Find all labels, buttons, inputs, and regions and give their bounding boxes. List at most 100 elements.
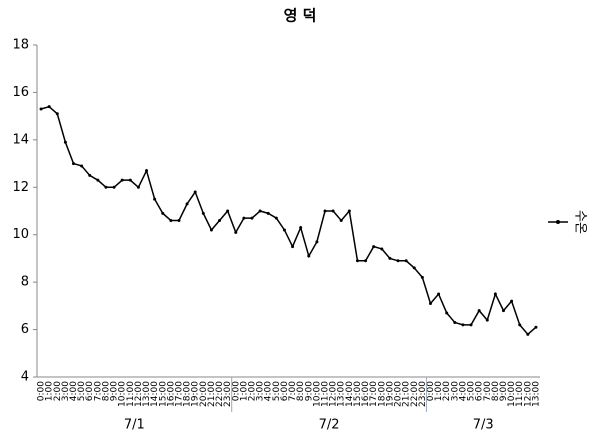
point [282, 228, 286, 232]
point [242, 216, 246, 220]
x-tick-label: 19:00 [385, 381, 395, 407]
point [266, 211, 270, 215]
x-tick-label: 6:00 [280, 381, 290, 401]
point [55, 112, 59, 116]
point [339, 218, 343, 222]
point [88, 173, 92, 177]
x-tick-label: 3:00 [61, 381, 71, 401]
point [258, 209, 262, 213]
x-tick-label: 3:00 [256, 381, 266, 401]
x-tick-label: 20:00 [394, 381, 404, 407]
x-tick-label: 23:00 [418, 381, 428, 407]
x-tick-label: 13:00 [142, 381, 152, 407]
x-tick-label: 2:00 [247, 381, 257, 401]
point [445, 311, 449, 315]
x-tick-label: 7:00 [483, 381, 493, 401]
x-tick-label: 4:00 [264, 381, 274, 401]
x-tick-label: 14:00 [345, 381, 355, 407]
x-tick-label: 13:00 [531, 381, 541, 407]
x-tick-label: 10:00 [312, 381, 322, 407]
y-tick-label: 6 [21, 322, 29, 337]
point [128, 178, 132, 182]
point [380, 247, 384, 251]
point [428, 301, 432, 305]
point [177, 218, 181, 222]
point [145, 169, 149, 173]
x-tick-label: 9:00 [110, 381, 120, 401]
x-tick-label: 8:00 [296, 381, 306, 401]
point [493, 292, 497, 296]
point [453, 320, 457, 324]
y-tick-label: 16 [12, 85, 29, 100]
point [388, 256, 392, 260]
x-tick-label: 15:00 [353, 381, 363, 407]
point [299, 226, 303, 230]
point [396, 259, 400, 263]
y-tick-label: 14 [12, 132, 29, 147]
point [461, 323, 465, 327]
x-tick-label: 6:00 [475, 381, 485, 401]
point [47, 105, 51, 109]
point [218, 218, 222, 222]
legend-label: 수온 [573, 210, 588, 234]
x-tick-label: 4:00 [69, 381, 79, 401]
x-tick-label: 8:00 [491, 381, 501, 401]
point [477, 309, 481, 313]
group-label: 7/2 [319, 418, 340, 433]
x-tick-label: 17:00 [369, 381, 379, 407]
point [136, 185, 140, 189]
point [331, 209, 335, 213]
x-tick-label: 20:00 [199, 381, 209, 407]
x-tick-label: 5:00 [467, 381, 477, 401]
y-tick-label: 4 [21, 370, 29, 385]
x-tick-label: 14:00 [150, 381, 160, 407]
point [501, 309, 505, 313]
x-tick-label: 21:00 [402, 381, 412, 407]
point [185, 202, 189, 206]
point [193, 190, 197, 194]
point [120, 178, 124, 182]
point [201, 211, 205, 215]
point [323, 209, 327, 213]
x-tick-label: 1:00 [239, 381, 249, 401]
point [274, 216, 278, 220]
point [250, 216, 254, 220]
point [291, 245, 295, 249]
point [526, 332, 530, 336]
point [112, 185, 116, 189]
chart-title: 영 덕 [284, 7, 317, 25]
point [96, 178, 100, 182]
x-tick-label: 22:00 [215, 381, 225, 407]
x-tick-label: 12:00 [329, 381, 339, 407]
point [63, 140, 67, 144]
point [437, 292, 441, 296]
x-tick-label: 4:00 [458, 381, 468, 401]
x-tick-label: 10:00 [118, 381, 128, 407]
point [469, 323, 473, 327]
x-tick-label: 18:00 [183, 381, 193, 407]
group-label: 7/3 [473, 418, 494, 433]
y-tick-label: 12 [12, 180, 29, 195]
x-tick-label: 23:00 [223, 381, 233, 407]
point [153, 197, 157, 201]
point [39, 107, 43, 111]
point [226, 209, 230, 213]
point [404, 259, 408, 263]
point [209, 228, 213, 232]
point [420, 275, 424, 279]
point [80, 164, 84, 168]
x-tick-label: 7:00 [288, 381, 298, 401]
x-tick-label: 9:00 [499, 381, 509, 401]
x-tick-label: 13:00 [337, 381, 347, 407]
x-tick-label: 9:00 [304, 381, 314, 401]
point [355, 259, 359, 263]
point [72, 162, 76, 166]
x-tick-label: 22:00 [410, 381, 420, 407]
point [307, 254, 311, 258]
point [161, 211, 165, 215]
x-tick-label: 11:00 [321, 381, 331, 407]
x-tick-label: 2:00 [53, 381, 63, 401]
point [364, 259, 368, 263]
y-tick-label: 18 [12, 38, 29, 53]
point [169, 218, 173, 222]
